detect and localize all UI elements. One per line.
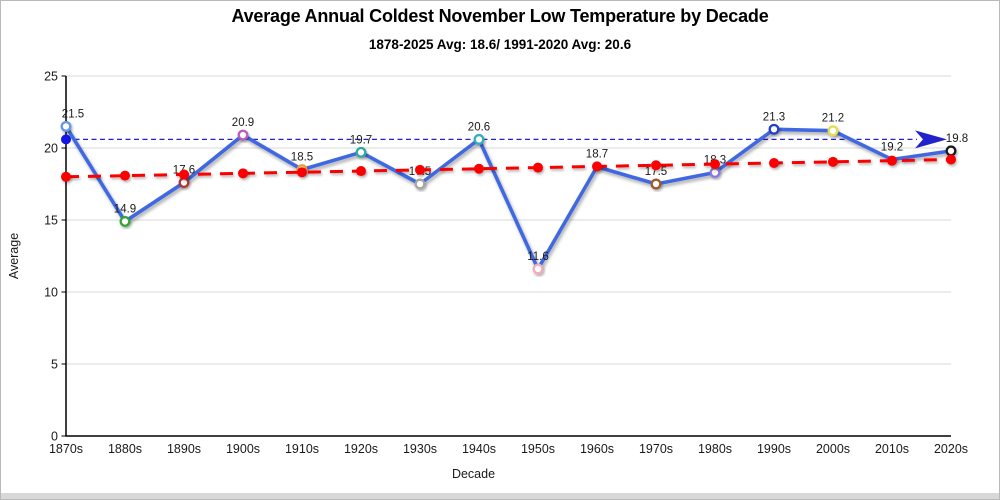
y-axis-label: Average: [7, 233, 21, 279]
trend-point: [828, 156, 838, 167]
value-label: 17.5: [645, 166, 667, 178]
x-tick-label: 1990s: [757, 442, 791, 456]
data-point-1950s: [532, 263, 544, 275]
data-point-2020s: [945, 145, 957, 157]
trend-line: [65, 158, 952, 179]
reference-start-dot: [61, 134, 71, 145]
x-tick-label: 1950s: [521, 442, 555, 456]
trend-point: [238, 168, 248, 179]
value-label: 18.5: [291, 152, 313, 164]
x-tick-label: 1900s: [226, 442, 260, 456]
trend-point: [356, 166, 366, 177]
trend-point: [179, 169, 189, 180]
value-label: 19.2: [881, 142, 903, 154]
data-point-1990s: [768, 123, 780, 135]
value-label: 21.3: [763, 111, 785, 123]
x-tick-label: 2020s: [934, 442, 968, 456]
x-tick-label: 1920s: [344, 442, 378, 456]
value-label: 21.5: [62, 108, 84, 120]
x-tick-label: 1930s: [403, 442, 437, 456]
value-label: 18.7: [586, 149, 608, 161]
y-tick-label: 5: [51, 358, 58, 372]
data-point-1940s: [473, 133, 485, 145]
trend-point: [710, 159, 720, 170]
trend-point: [769, 157, 779, 168]
window-bottom-edge: [1, 493, 999, 499]
data-point-2000s: [827, 125, 839, 137]
data-point-1920s: [355, 146, 367, 158]
reference-arrow-icon: [915, 130, 947, 149]
data-point-1870s: [60, 120, 72, 132]
x-tick-label: 1970s: [639, 442, 673, 456]
x-axis-label: Decade: [452, 467, 495, 481]
x-tick-label: 2000s: [816, 442, 850, 456]
y-tick-label: 25: [44, 70, 58, 84]
value-label: 20.9: [232, 117, 254, 129]
data-point-1890s: [178, 177, 190, 189]
data-point-1970s: [650, 178, 662, 190]
x-tick-label: 1940s: [462, 442, 496, 456]
value-label: 14.9: [114, 203, 136, 215]
x-tick-label: 1910s: [285, 442, 319, 456]
trend-point: [946, 154, 956, 165]
y-tick-label: 10: [44, 286, 58, 300]
x-tick-label: 1880s: [108, 442, 142, 456]
data-point-1880s: [119, 215, 131, 227]
x-tick-label: 1960s: [580, 442, 614, 456]
trend-point: [533, 162, 543, 173]
trend-point: [887, 155, 897, 166]
value-label: 11.6: [527, 251, 549, 263]
value-label: 21.2: [822, 113, 844, 125]
data-point-1980s: [709, 167, 721, 178]
data-point-1930s: [414, 178, 426, 190]
trend-point: [297, 167, 307, 178]
x-tick-label: 1980s: [698, 442, 732, 456]
trend-point: [592, 161, 602, 172]
data-point-1900s: [237, 129, 249, 141]
x-tick-label: 2010s: [875, 442, 909, 456]
trend-point: [61, 171, 71, 182]
chart-title: Average Annual Coldest November Low Temp…: [231, 6, 769, 26]
x-tick-label: 1890s: [167, 442, 201, 456]
trend-point: [415, 164, 425, 175]
chart-subtitle: 1878-2025 Avg: 18.6/ 1991-2020 Avg: 20.6: [368, 37, 632, 52]
value-label: 19.8: [946, 133, 968, 145]
value-label: 20.6: [468, 121, 490, 133]
trend-point: [474, 163, 484, 174]
y-tick-label: 20: [44, 142, 58, 156]
trend-point: [651, 160, 661, 171]
value-label: 19.7: [350, 134, 372, 146]
y-tick-label: 0: [51, 430, 58, 444]
y-tick-label: 15: [44, 214, 58, 228]
series-line: [64, 124, 953, 271]
trend-point: [120, 170, 130, 181]
x-tick-label: 1870s: [49, 442, 83, 456]
